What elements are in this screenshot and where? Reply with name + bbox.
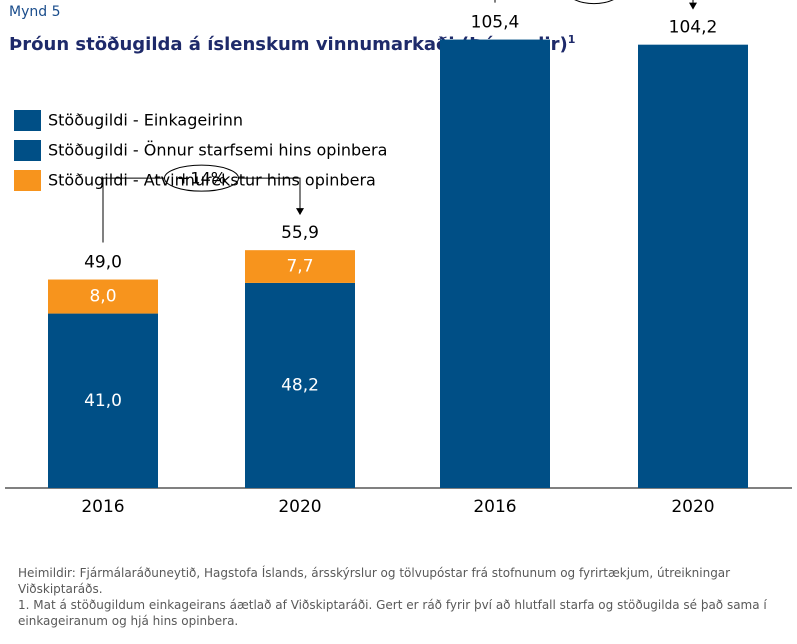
bar-3-series-0	[638, 44, 748, 489]
legend-swatch-2	[14, 170, 41, 191]
notes: Heimildir: Fjármálaráðuneytið, Hagstofa …	[18, 565, 788, 629]
category-label-1: 2020	[278, 497, 321, 517]
category-label-2: 2016	[473, 497, 516, 517]
legend-label-2: Stöðugildi - Atvinnurekstur hins opinber…	[48, 171, 376, 190]
footnote: 1. Mat á stöðugildum einkageirans áætlað…	[18, 598, 767, 628]
legend-label-0: Stöðugildi - Einkageirinn	[48, 111, 243, 130]
bar-1-series-2	[245, 250, 355, 283]
title-footnote-marker: 1	[567, 33, 576, 46]
chart-title-text: Þróun stöðugilda á íslenskum vinnumarkað…	[9, 34, 568, 55]
source-note: Heimildir: Fjármálaráðuneytið, Hagstofa …	[18, 566, 731, 596]
category-label-3: 2020	[671, 497, 714, 517]
change-arrowhead-1	[689, 2, 697, 10]
change-oval-1	[574, 0, 614, 5]
bar-2-series-0	[440, 39, 550, 488]
change-arrowhead-0	[296, 208, 304, 216]
bar-chart: 41,0 8,0 49,0 2016 48,2 7,7 55,9 2020 105,4 2016 1…	[5, 0, 792, 517]
total-label-2: 105,4	[471, 13, 520, 33]
segment-label-1-0: 48,2	[281, 375, 319, 395]
bar-0-series-2	[48, 279, 158, 314]
total-label-1: 55,9	[281, 223, 319, 243]
chart-title: Þróun stöðugilda á íslenskum vinnumarkað…	[9, 33, 575, 55]
segment-label-1-1: 7,7	[286, 257, 313, 277]
category-label-0: 2016	[81, 497, 124, 517]
change-label-0: +14%	[177, 169, 226, 188]
bar-0-series-1	[48, 313, 158, 488]
total-label-3: 104,2	[669, 18, 718, 38]
bar-1-series-1	[245, 282, 355, 488]
segment-label-0-1: 8,0	[89, 287, 116, 307]
total-label-0: 49,0	[84, 253, 122, 273]
change-oval-0	[164, 164, 239, 192]
legend-swatch-0	[14, 110, 41, 131]
legend-swatch-1	[14, 140, 41, 161]
legend-label-1: Stöðugildi - Önnur starfsemi hins opinbe…	[48, 141, 387, 160]
figure-label: Mynd 5	[9, 4, 61, 20]
segment-label-0-0: 41,0	[84, 391, 122, 411]
